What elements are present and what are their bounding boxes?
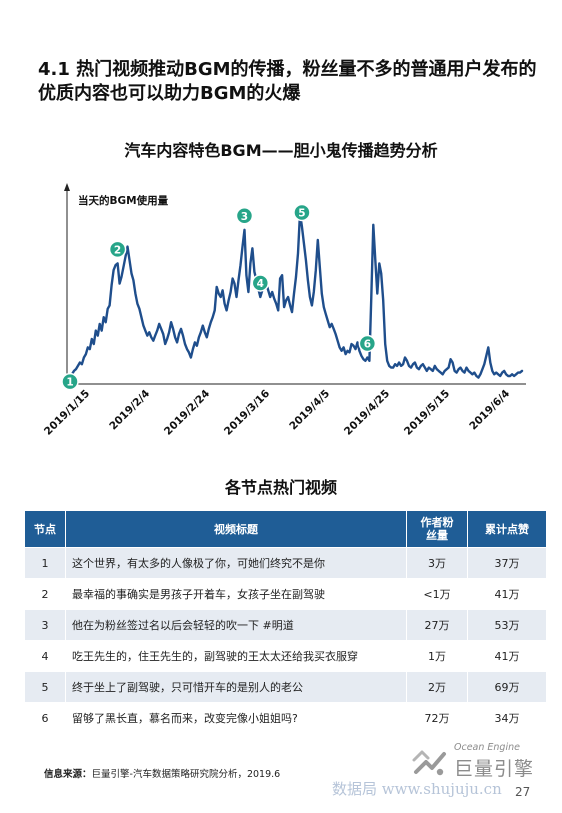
cell-node: 2 <box>24 578 66 610</box>
cell-author-fans: 72万 <box>406 702 468 734</box>
table-header-row: 节点 视频标题 作者粉丝量 累计点赞 <box>24 510 547 548</box>
x-tick-label: 2019/2/24 <box>162 388 212 438</box>
header-cumulative-likes: 累计点赞 <box>467 510 547 548</box>
page-number: 27 <box>515 785 531 799</box>
cell-node: 4 <box>24 640 66 672</box>
cell-node: 5 <box>24 671 66 703</box>
cell-node: 6 <box>24 702 66 734</box>
hot-videos-table: 节点 视频标题 作者粉丝量 累计点赞 1 这个世界，有太多的人像极了你，可她们终… <box>24 510 547 734</box>
x-tick-label: 2019/3/16 <box>222 388 272 438</box>
node-label-6: 6 <box>364 338 371 350</box>
cell-author-fans: 1万 <box>406 640 468 672</box>
cell-video-title: 留够了黑长直，慕名而来，改变完像小姐姐吗? <box>65 702 407 734</box>
source-label: 信息来源： <box>44 769 92 780</box>
cell-cumulative-likes: 41万 <box>467 640 547 672</box>
node-label-1: 1 <box>66 377 73 389</box>
chart-title: 汽车内容特色BGM——胆小鬼传播趋势分析 <box>124 141 438 160</box>
node-label-2: 2 <box>114 244 121 256</box>
ocean-engine-logo: Ocean Engine 巨量引擎 <box>410 742 540 780</box>
cell-author-fans: <1万 <box>406 578 468 610</box>
cell-video-title: 吃王先生的，住王先生的，副驾驶的王太太还给我买衣服穿 <box>65 640 407 672</box>
x-tick-label: 2019/2/4 <box>107 388 152 433</box>
cell-cumulative-likes: 37万 <box>467 547 547 579</box>
header-video-title: 视频标题 <box>65 510 407 548</box>
x-tick-label: 2019/1/15 <box>42 388 92 438</box>
cell-cumulative-likes: 41万 <box>467 578 547 610</box>
x-tick-label: 2019/4/5 <box>287 388 332 433</box>
table-row: 3 他在为粉丝签过名以后会轻轻的吹一下 #明道 27万 53万 <box>24 609 547 641</box>
cell-node: 1 <box>24 547 66 579</box>
cell-author-fans: 3万 <box>406 547 468 579</box>
x-tick-label: 2019/6/4 <box>467 388 512 433</box>
node-label-5: 5 <box>298 207 305 219</box>
node-marker-5 <box>293 203 311 222</box>
cell-cumulative-likes: 69万 <box>467 671 547 703</box>
cell-author-fans: 27万 <box>406 609 468 641</box>
table-row: 2 最幸福的事确实是男孩子开着车，女孩子坐在副驾驶 <1万 41万 <box>24 578 547 610</box>
header-node: 节点 <box>24 510 66 548</box>
table-row: 5 终于坐上了副驾驶，只可惜开车的是别人的老公 2万 69万 <box>24 671 547 703</box>
watermark: 数据局 www.shujuju.cn <box>332 780 502 798</box>
y-axis-arrow <box>64 183 70 191</box>
source-note: 信息来源：巨量引擎-汽车数据策略研究院分析，2019.6 <box>44 766 280 780</box>
table-row: 1 这个世界，有太多的人像极了你，可她们终究不是你 3万 37万 <box>24 547 547 579</box>
ocean-engine-logo-icon <box>412 750 446 776</box>
x-tick-label: 2019/5/15 <box>402 388 452 438</box>
logo-english-name: Ocean Engine <box>454 742 520 753</box>
node-marker-3 <box>235 207 254 225</box>
cell-node: 3 <box>24 609 66 641</box>
cell-video-title: 最幸福的事确实是男孩子开着车，女孩子坐在副驾驶 <box>65 578 407 610</box>
node-marker-1 <box>61 372 79 391</box>
source-text: 巨量引擎-汽车数据策略研究院分析，2019.6 <box>91 769 281 780</box>
cell-cumulative-likes: 34万 <box>467 702 547 734</box>
cell-video-title: 他在为粉丝签过名以后会轻轻的吹一下 #明道 <box>65 609 407 641</box>
node-label-3: 3 <box>241 211 248 223</box>
series-line <box>68 211 524 379</box>
logo-chinese-name: 巨量引擎 <box>454 758 535 780</box>
section-title: 各节点热门视频 <box>224 478 337 497</box>
page-title: 4.1 热门视频推动BGM的传播，粉丝量不多的普通用户发布的优质内容也可以助力B… <box>38 59 537 104</box>
cell-video-title: 终于坐上了副驾驶，只可惜开车的是别人的老公 <box>65 671 407 703</box>
table-row: 4 吃王先生的，住王先生的，副驾驶的王太太还给我买衣服穿 1万 41万 <box>24 640 547 672</box>
cell-author-fans: 2万 <box>406 671 468 703</box>
y-axis-label: 当天的BGM使用量 <box>78 194 169 207</box>
node-marker-2 <box>108 240 127 259</box>
x-tick-label: 2019/4/25 <box>342 388 392 438</box>
node-label-4: 4 <box>257 278 264 290</box>
table-row: 6 留够了黑长直，慕名而来，改变完像小姐姐吗? 72万 34万 <box>24 702 547 734</box>
header-author-fans: 作者粉丝量 <box>406 510 468 548</box>
cell-video-title: 这个世界，有太多的人像极了你，可她们终究不是你 <box>65 547 407 579</box>
node-marker-4 <box>251 274 270 292</box>
node-marker-6 <box>358 334 377 353</box>
cell-cumulative-likes: 53万 <box>467 609 547 641</box>
